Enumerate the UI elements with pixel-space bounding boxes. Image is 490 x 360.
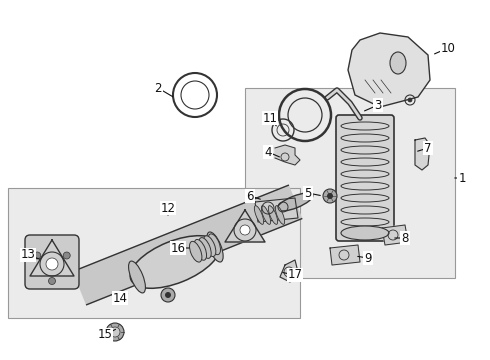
Polygon shape bbox=[225, 210, 265, 242]
Text: 6: 6 bbox=[246, 189, 254, 202]
Circle shape bbox=[165, 292, 171, 298]
Text: 13: 13 bbox=[21, 248, 35, 261]
Bar bbox=[245, 88, 455, 278]
Text: 8: 8 bbox=[401, 231, 409, 244]
Text: 5: 5 bbox=[304, 186, 312, 199]
Polygon shape bbox=[255, 198, 298, 222]
Ellipse shape bbox=[208, 234, 220, 255]
FancyBboxPatch shape bbox=[25, 235, 79, 289]
Bar bbox=[8, 188, 300, 318]
Ellipse shape bbox=[341, 226, 389, 240]
Polygon shape bbox=[348, 33, 430, 107]
Ellipse shape bbox=[203, 236, 216, 257]
Circle shape bbox=[240, 225, 250, 235]
Polygon shape bbox=[382, 225, 408, 245]
Text: 1: 1 bbox=[458, 171, 466, 185]
Circle shape bbox=[110, 327, 120, 337]
Text: 7: 7 bbox=[424, 141, 432, 154]
Circle shape bbox=[408, 98, 412, 102]
Text: 3: 3 bbox=[374, 99, 382, 112]
Text: 12: 12 bbox=[161, 202, 175, 215]
Circle shape bbox=[49, 278, 55, 284]
Polygon shape bbox=[280, 260, 298, 282]
Ellipse shape bbox=[199, 238, 211, 258]
Ellipse shape bbox=[130, 236, 220, 288]
Text: 15: 15 bbox=[98, 328, 112, 342]
Text: 16: 16 bbox=[171, 242, 186, 255]
Circle shape bbox=[106, 323, 124, 341]
Ellipse shape bbox=[190, 241, 202, 262]
Ellipse shape bbox=[254, 206, 264, 224]
Text: 2: 2 bbox=[154, 81, 162, 95]
FancyBboxPatch shape bbox=[336, 115, 394, 241]
Circle shape bbox=[161, 288, 175, 302]
Polygon shape bbox=[330, 245, 360, 265]
Text: 17: 17 bbox=[288, 269, 302, 282]
Text: 9: 9 bbox=[364, 252, 372, 265]
Circle shape bbox=[34, 252, 41, 259]
Polygon shape bbox=[415, 138, 430, 170]
Text: 11: 11 bbox=[263, 112, 277, 125]
Circle shape bbox=[323, 189, 337, 203]
Circle shape bbox=[46, 258, 58, 270]
Ellipse shape bbox=[207, 232, 223, 262]
Ellipse shape bbox=[277, 193, 313, 211]
Text: 14: 14 bbox=[113, 292, 127, 305]
Ellipse shape bbox=[261, 206, 270, 224]
Text: 10: 10 bbox=[441, 41, 455, 54]
Polygon shape bbox=[74, 185, 302, 305]
Polygon shape bbox=[30, 240, 74, 276]
Ellipse shape bbox=[275, 206, 285, 224]
Circle shape bbox=[63, 252, 70, 259]
Ellipse shape bbox=[194, 239, 207, 260]
Polygon shape bbox=[275, 145, 300, 165]
Circle shape bbox=[327, 193, 333, 199]
Ellipse shape bbox=[390, 52, 406, 74]
Ellipse shape bbox=[269, 206, 278, 224]
Text: 4: 4 bbox=[264, 145, 272, 158]
Ellipse shape bbox=[128, 261, 146, 293]
